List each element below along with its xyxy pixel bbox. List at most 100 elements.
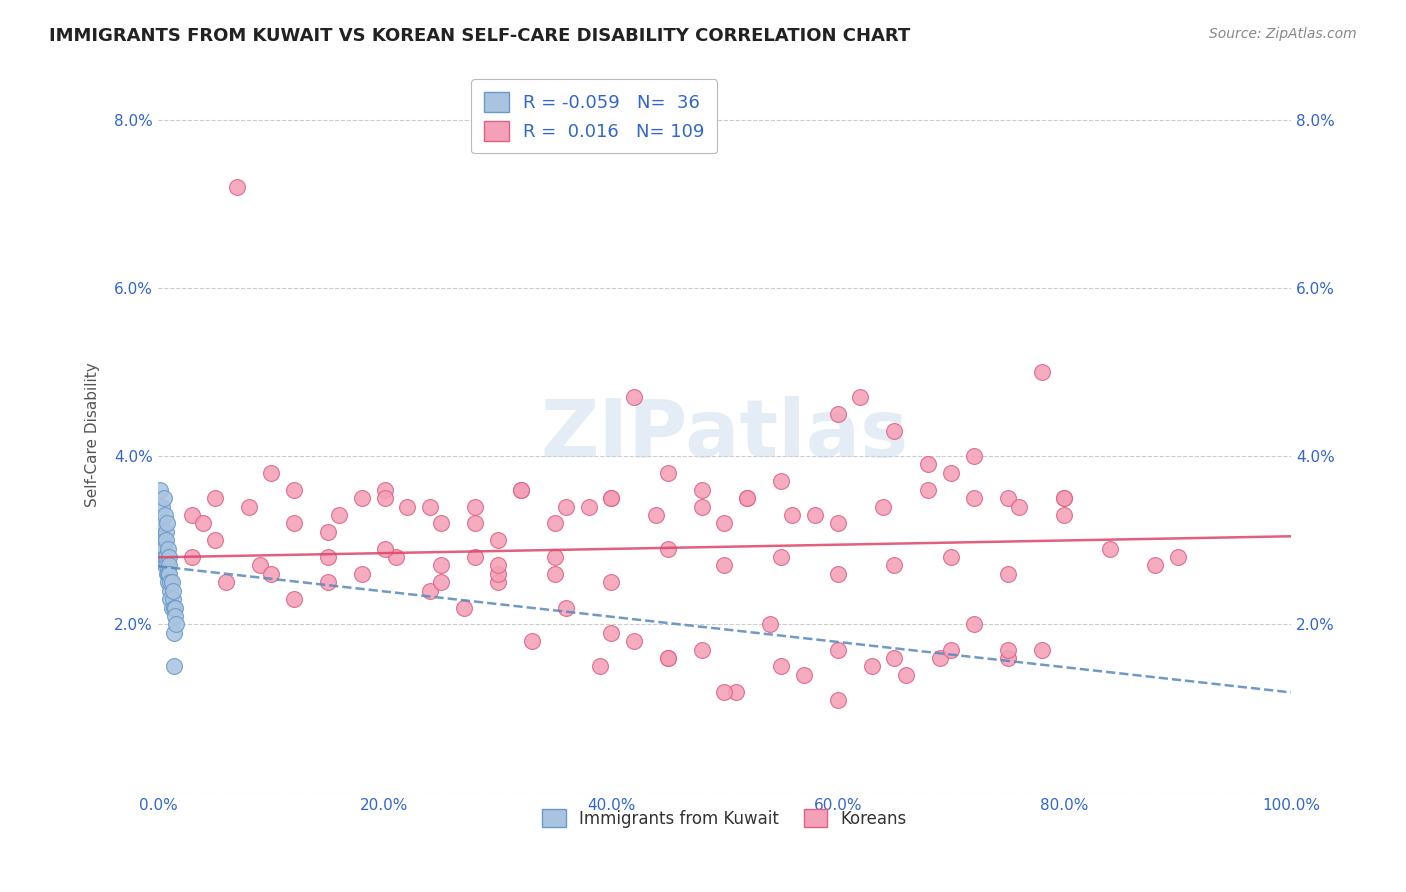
Koreans <box>350 491 373 505</box>
Koreans <box>554 600 576 615</box>
Koreans <box>430 575 453 590</box>
Immigrants from Kuwait <box>163 609 186 624</box>
Koreans <box>827 516 849 531</box>
Koreans <box>713 516 735 531</box>
Koreans <box>690 483 713 497</box>
Koreans <box>260 466 283 480</box>
Koreans <box>724 684 747 698</box>
Koreans <box>872 500 894 514</box>
Koreans <box>657 651 679 665</box>
Immigrants from Kuwait <box>163 600 186 615</box>
Koreans <box>997 566 1019 581</box>
Koreans <box>917 458 939 472</box>
Koreans <box>793 668 815 682</box>
Koreans <box>928 651 950 665</box>
Koreans <box>827 642 849 657</box>
Immigrants from Kuwait <box>159 592 181 607</box>
Koreans <box>215 575 238 590</box>
Koreans <box>486 566 509 581</box>
Immigrants from Kuwait <box>150 524 173 539</box>
Koreans <box>316 575 339 590</box>
Koreans <box>600 491 623 505</box>
Immigrants from Kuwait <box>153 550 176 565</box>
Koreans <box>782 508 804 522</box>
Koreans <box>589 659 612 673</box>
Koreans <box>827 566 849 581</box>
Koreans <box>464 500 486 514</box>
Koreans <box>193 516 215 531</box>
Koreans <box>430 516 453 531</box>
Immigrants from Kuwait <box>150 516 173 531</box>
Immigrants from Kuwait <box>157 558 180 573</box>
Koreans <box>1053 491 1076 505</box>
Immigrants from Kuwait <box>149 483 172 497</box>
Koreans <box>735 491 758 505</box>
Koreans <box>860 659 883 673</box>
Koreans <box>770 550 793 565</box>
Text: ZIPatlas: ZIPatlas <box>540 396 908 474</box>
Koreans <box>226 179 249 194</box>
Koreans <box>963 617 986 632</box>
Koreans <box>486 575 509 590</box>
Koreans <box>316 524 339 539</box>
Koreans <box>713 684 735 698</box>
Koreans <box>894 668 917 682</box>
Koreans <box>713 558 735 573</box>
Koreans <box>657 541 679 556</box>
Koreans <box>963 491 986 505</box>
Koreans <box>939 466 962 480</box>
Koreans <box>657 466 679 480</box>
Koreans <box>939 642 962 657</box>
Koreans <box>509 483 531 497</box>
Immigrants from Kuwait <box>155 524 177 539</box>
Koreans <box>997 651 1019 665</box>
Koreans <box>554 500 576 514</box>
Immigrants from Kuwait <box>152 491 174 505</box>
Immigrants from Kuwait <box>157 575 180 590</box>
Koreans <box>385 550 408 565</box>
Koreans <box>578 500 600 514</box>
Koreans <box>464 516 486 531</box>
Koreans <box>374 483 396 497</box>
Koreans <box>883 424 905 438</box>
Immigrants from Kuwait <box>152 541 174 556</box>
Koreans <box>509 483 531 497</box>
Koreans <box>600 491 623 505</box>
Immigrants from Kuwait <box>153 558 176 573</box>
Koreans <box>997 642 1019 657</box>
Immigrants from Kuwait <box>156 566 179 581</box>
Koreans <box>316 550 339 565</box>
Text: IMMIGRANTS FROM KUWAIT VS KOREAN SELF-CARE DISABILITY CORRELATION CHART: IMMIGRANTS FROM KUWAIT VS KOREAN SELF-CA… <box>49 27 911 45</box>
Immigrants from Kuwait <box>152 541 174 556</box>
Immigrants from Kuwait <box>159 583 181 598</box>
Koreans <box>917 483 939 497</box>
Immigrants from Kuwait <box>163 600 186 615</box>
Koreans <box>283 483 305 497</box>
Koreans <box>735 491 758 505</box>
Koreans <box>453 600 475 615</box>
Koreans <box>374 491 396 505</box>
Immigrants from Kuwait <box>152 500 174 514</box>
Koreans <box>520 634 543 648</box>
Koreans <box>827 693 849 707</box>
Legend: Immigrants from Kuwait, Koreans: Immigrants from Kuwait, Koreans <box>536 803 914 834</box>
Koreans <box>600 575 623 590</box>
Immigrants from Kuwait <box>157 566 180 581</box>
Immigrants from Kuwait <box>159 575 181 590</box>
Immigrants from Kuwait <box>165 617 187 632</box>
Koreans <box>283 592 305 607</box>
Koreans <box>283 516 305 531</box>
Koreans <box>374 541 396 556</box>
Koreans <box>430 558 453 573</box>
Koreans <box>180 550 202 565</box>
Immigrants from Kuwait <box>153 508 176 522</box>
Immigrants from Kuwait <box>162 592 184 607</box>
Koreans <box>419 583 441 598</box>
Koreans <box>486 533 509 548</box>
Koreans <box>657 651 679 665</box>
Koreans <box>238 500 260 514</box>
Koreans <box>419 500 441 514</box>
Koreans <box>883 651 905 665</box>
Koreans <box>600 625 623 640</box>
Koreans <box>849 390 872 404</box>
